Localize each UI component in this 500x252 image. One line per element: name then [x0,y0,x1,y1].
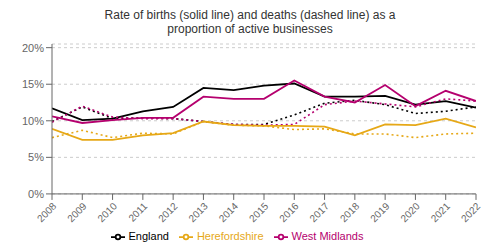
html-text:Rate of births (solid line) an: Rate of births (solid line) and deaths (… [104,8,396,22]
svg-text:2018: 2018 [338,200,362,224]
svg-text:5%: 5% [28,151,44,163]
svg-text:2010: 2010 [95,200,119,224]
svg-text:20%: 20% [22,42,44,54]
svg-text:2021: 2021 [429,200,453,224]
html-text:West Midlands: West Midlands [291,229,364,242]
html-text:Herefordshire: Herefordshire [196,229,264,242]
svg-text:2015: 2015 [247,200,271,224]
svg-text:15%: 15% [22,78,44,90]
svg-text:2011: 2011 [126,200,149,223]
svg-text:2009: 2009 [65,200,89,224]
html-text:England: England [128,229,169,242]
svg-text:2013: 2013 [186,200,210,224]
svg-text:2012: 2012 [156,200,180,224]
svg-text:2016: 2016 [277,200,301,224]
html-text:proportion of active businesse: proportion of active businesses [167,22,333,36]
svg-text:2022: 2022 [459,200,483,224]
svg-text:2017: 2017 [307,200,331,224]
svg-text:2008: 2008 [35,200,59,224]
svg-text:10%: 10% [22,115,44,127]
svg-text:2014: 2014 [217,200,241,224]
svg-text:2019: 2019 [368,200,392,224]
svg-text:2020: 2020 [398,200,422,224]
svg-text:0%: 0% [28,188,44,200]
